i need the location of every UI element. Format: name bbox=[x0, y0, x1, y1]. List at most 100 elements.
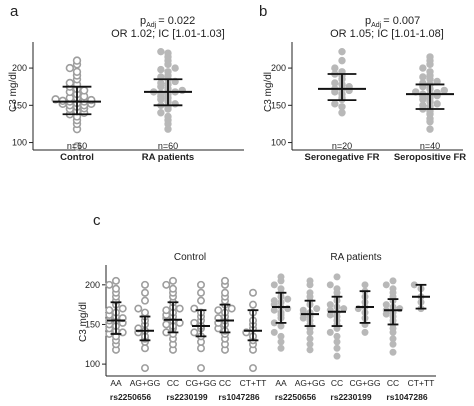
panel-a-data-point bbox=[157, 47, 165, 56]
panel-a-p-subscript: Adj bbox=[146, 22, 157, 29]
panel-c-data-point bbox=[221, 276, 230, 285]
panel-b-data-point bbox=[419, 64, 427, 72]
panel-c-data-point bbox=[141, 280, 150, 289]
panel-c-data-point bbox=[249, 364, 258, 373]
panel-c-data-point bbox=[277, 344, 285, 352]
panel-c-group-label-control: Control bbox=[174, 252, 206, 263]
panel-c-data-point bbox=[197, 296, 206, 305]
panel-a-data-point bbox=[171, 64, 179, 72]
panel-b-or-label: OR 1.05; IC [1.01-1.08] bbox=[330, 28, 444, 40]
panel-c-category-label: CT+TT bbox=[408, 378, 435, 388]
panel-a-letter: a bbox=[10, 3, 19, 20]
panel-c-data-point bbox=[162, 306, 171, 315]
panel-c-data-point bbox=[197, 344, 206, 353]
panel-c-data-point bbox=[333, 332, 341, 340]
panel-c-data-point bbox=[270, 297, 278, 305]
panel-b-data-point bbox=[338, 47, 346, 56]
panel-b-data-point bbox=[426, 53, 434, 61]
panel-c-data-point bbox=[141, 288, 150, 297]
panel-c-category-label: CG+GG bbox=[186, 378, 217, 388]
panel-a-data-point bbox=[157, 65, 165, 74]
panel-a-data-point bbox=[65, 78, 75, 88]
panel-a-y-tick-label: 100 bbox=[12, 138, 27, 148]
panel-b-data-point bbox=[331, 64, 339, 72]
panel-a-data-point bbox=[157, 109, 165, 117]
panel-b: b pAdj = 0.007 OR 1.05; IC [1.01-1.08] C3… bbox=[259, 3, 466, 163]
panel-c-data-point bbox=[141, 364, 150, 373]
panel-c-category-label: CC bbox=[387, 378, 399, 388]
panel-c-data-point bbox=[175, 304, 184, 313]
panel-b-data-point bbox=[433, 100, 441, 108]
panel-c-data-point bbox=[382, 281, 390, 289]
panel-a-data-point bbox=[164, 68, 172, 76]
panel-c-data-point bbox=[270, 328, 278, 336]
panel-c-data-point bbox=[389, 277, 397, 285]
panel-a-n-label: n=60 bbox=[158, 141, 178, 151]
panel-b-data-point bbox=[331, 79, 339, 87]
panel-a-y-tick-label: 150 bbox=[12, 100, 27, 110]
panel-c-data-point bbox=[141, 308, 150, 317]
panel-c-category-label: CC bbox=[167, 378, 179, 388]
panel-a-n-label: n=60 bbox=[67, 141, 87, 151]
panel-b-category-label: Seronegative FR bbox=[305, 152, 380, 163]
panel-b-p-label: pAdj = 0.007 bbox=[365, 15, 420, 29]
panel-c-data-point bbox=[162, 320, 171, 329]
panel-b-y-tick-label: 150 bbox=[271, 100, 286, 110]
panel-a-data-point bbox=[72, 142, 82, 151]
panel-c-data-point bbox=[389, 335, 397, 343]
panel-a-data-point bbox=[79, 86, 89, 95]
panel-c-y-tick-label: 200 bbox=[85, 280, 100, 290]
panel-c-data-point bbox=[313, 305, 321, 313]
panel-c-data-point bbox=[333, 352, 341, 360]
panel-a-p-label: pAdj = 0.022 bbox=[140, 15, 195, 29]
panel-a-data-point bbox=[164, 49, 172, 57]
panel-c-snp-label: rs2230199 bbox=[330, 392, 371, 402]
panel-c-category-label: AA bbox=[110, 378, 122, 388]
panel-a-data-point bbox=[65, 63, 75, 73]
panel-c-snp-label: rs2250656 bbox=[110, 392, 151, 402]
panel-c-data-point bbox=[169, 276, 178, 285]
panel-c-data-point bbox=[306, 277, 314, 285]
panel-b-y-tick-label: 100 bbox=[271, 138, 286, 148]
panel-b-data-point bbox=[338, 103, 346, 111]
panel-c-category-label: AA bbox=[275, 378, 287, 388]
panel-c-data-point bbox=[326, 301, 334, 309]
panel-c-group-label-ra: RA patients bbox=[330, 252, 381, 263]
panel-c-y-tick-label: 100 bbox=[85, 359, 100, 369]
panel-b-data-point bbox=[440, 86, 448, 95]
panel-c-data-point bbox=[389, 348, 397, 356]
panel-c-letter: c bbox=[93, 212, 101, 229]
panel-b-data-point bbox=[426, 125, 434, 133]
panel-c-data-point bbox=[162, 280, 171, 289]
panel-b-data-point bbox=[331, 100, 339, 108]
panel-c-data-point bbox=[277, 332, 285, 340]
panel-b-p-value: = 0.007 bbox=[383, 15, 420, 27]
panel-c-data-point bbox=[270, 281, 278, 289]
panel-c-data-point bbox=[326, 328, 334, 336]
panel-b-y-tick-label: 200 bbox=[271, 63, 286, 73]
panel-c-data-point bbox=[333, 285, 341, 293]
panel-c-category-label: CC bbox=[219, 378, 231, 388]
panel-c-snp-label: rs1047286 bbox=[386, 392, 427, 402]
panel-c-data-point bbox=[141, 344, 150, 353]
panel-b-p-subscript: Adj bbox=[371, 22, 382, 29]
panel-c-y-axis-label: C3 mg/dl bbox=[78, 302, 89, 342]
panel-c-data-point bbox=[277, 285, 285, 293]
panel-a-p-symbol: p bbox=[140, 15, 146, 27]
panel-c-y-tick-label: 150 bbox=[85, 319, 100, 329]
panel-c-data-point bbox=[326, 281, 334, 289]
panel-c: c Control RA patients C3 mg/dl 100 150 200… bbox=[78, 212, 436, 402]
panel-c-category-label: CC bbox=[331, 378, 343, 388]
panel-c-snp-label: rs2230199 bbox=[166, 392, 207, 402]
panel-c-category-label: CG+GG bbox=[350, 378, 381, 388]
panel-c-data-point bbox=[306, 289, 314, 297]
panel-c-category-label: CT+TT bbox=[240, 378, 267, 388]
panel-c-data-point bbox=[389, 285, 397, 293]
panel-c-category-label: AG+GG bbox=[295, 378, 325, 388]
panel-c-data-point bbox=[382, 301, 390, 309]
panel-b-data-point bbox=[426, 68, 434, 76]
panel-b-data-point bbox=[419, 73, 427, 81]
panel-c-data-point bbox=[118, 304, 127, 313]
panel-a-data-point bbox=[72, 56, 82, 65]
